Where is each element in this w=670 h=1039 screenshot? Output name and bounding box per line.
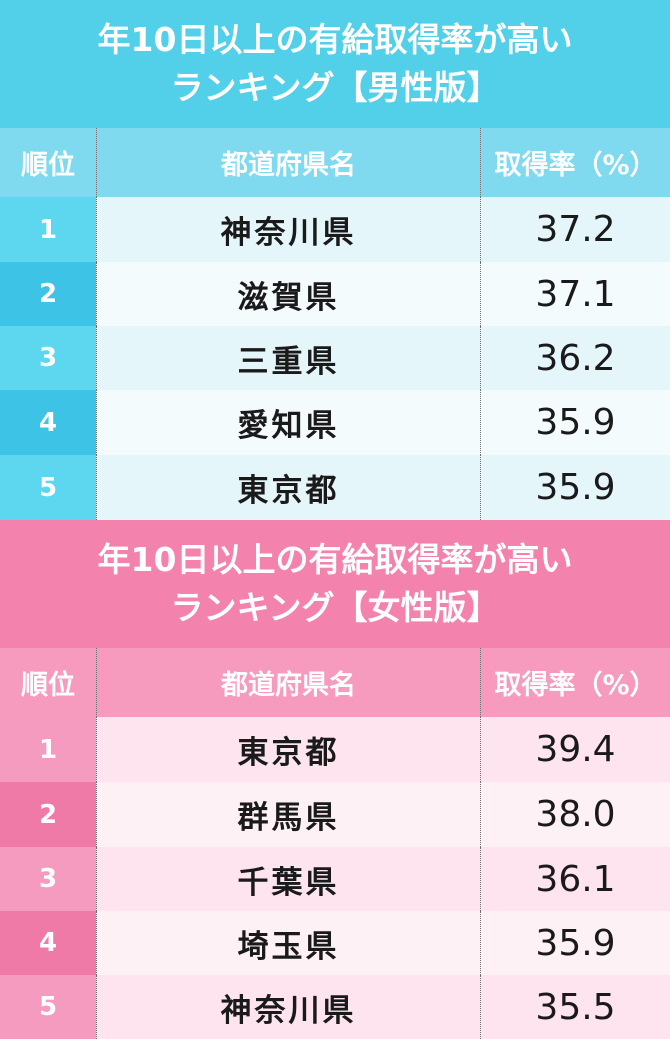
- rank-cell: 1: [0, 717, 96, 782]
- male-ranking-table: 年10日以上の有給取得率が高い ランキング【男性版】 順位 都道府県名 取得率（…: [0, 0, 670, 520]
- rank-cell: 5: [0, 975, 96, 1039]
- rate-cell: 36.1: [480, 847, 670, 911]
- table-row: 3 三重県 36.2: [0, 326, 670, 390]
- prefecture-cell: 東京都: [96, 717, 480, 782]
- rate-cell: 35.5: [480, 975, 670, 1039]
- table-row: 3 千葉県 36.1: [0, 847, 670, 911]
- female-title-line2: ランキング【女性版】: [170, 588, 500, 627]
- table-row: 5 東京都 35.9: [0, 455, 670, 520]
- header-rank: 順位: [21, 150, 75, 181]
- header-rank: 順位: [21, 670, 75, 701]
- prefecture-cell: 神奈川県: [96, 197, 480, 262]
- rank-cell: 2: [0, 262, 96, 326]
- female-title-line1: 年10日以上の有給取得率が高い: [97, 540, 573, 579]
- prefecture-cell: 東京都: [96, 455, 480, 520]
- prefecture-cell: 愛知県: [96, 390, 480, 455]
- rate-cell: 36.2: [480, 326, 670, 390]
- prefecture-cell: 埼玉県: [96, 911, 480, 975]
- male-title-line2: ランキング【男性版】: [170, 68, 500, 107]
- prefecture-cell: 三重県: [96, 326, 480, 390]
- rank-cell: 4: [0, 911, 96, 975]
- male-header-row: 順位 都道府県名 取得率（%）: [0, 128, 670, 197]
- prefecture-cell: 千葉県: [96, 847, 480, 911]
- rank-cell: 3: [0, 326, 96, 390]
- female-ranking-table: 年10日以上の有給取得率が高い ランキング【女性版】 順位 都道府県名 取得率（…: [0, 520, 670, 1039]
- table-row: 2 群馬県 38.0: [0, 782, 670, 847]
- rate-cell: 39.4: [480, 717, 670, 782]
- header-rate: 取得率（%）: [480, 128, 670, 197]
- prefecture-cell: 滋賀県: [96, 262, 480, 326]
- header-rate: 取得率（%）: [480, 648, 670, 717]
- rate-cell: 37.2: [480, 197, 670, 262]
- rate-cell: 35.9: [480, 390, 670, 455]
- rank-cell: 3: [0, 847, 96, 911]
- male-title-line1: 年10日以上の有給取得率が高い: [97, 20, 573, 59]
- table-row: 1 神奈川県 37.2: [0, 197, 670, 262]
- rate-cell: 35.9: [480, 455, 670, 520]
- rank-cell: 1: [0, 197, 96, 262]
- rate-cell: 35.9: [480, 911, 670, 975]
- header-prefecture: 都道府県名: [96, 648, 480, 717]
- table-row: 1 東京都 39.4: [0, 717, 670, 782]
- prefecture-cell: 神奈川県: [96, 975, 480, 1039]
- rank-cell: 2: [0, 782, 96, 847]
- male-table-title: 年10日以上の有給取得率が高い ランキング【男性版】: [0, 0, 670, 128]
- female-header-row: 順位 都道府県名 取得率（%）: [0, 648, 670, 717]
- table-row: 4 埼玉県 35.9: [0, 911, 670, 975]
- header-prefecture: 都道府県名: [96, 128, 480, 197]
- table-row: 5 神奈川県 35.5: [0, 975, 670, 1039]
- rank-cell: 4: [0, 390, 96, 455]
- female-table-title: 年10日以上の有給取得率が高い ランキング【女性版】: [0, 520, 670, 648]
- prefecture-cell: 群馬県: [96, 782, 480, 847]
- rate-cell: 38.0: [480, 782, 670, 847]
- table-row: 2 滋賀県 37.1: [0, 262, 670, 326]
- table-row: 4 愛知県 35.9: [0, 390, 670, 455]
- rate-cell: 37.1: [480, 262, 670, 326]
- rank-cell: 5: [0, 455, 96, 520]
